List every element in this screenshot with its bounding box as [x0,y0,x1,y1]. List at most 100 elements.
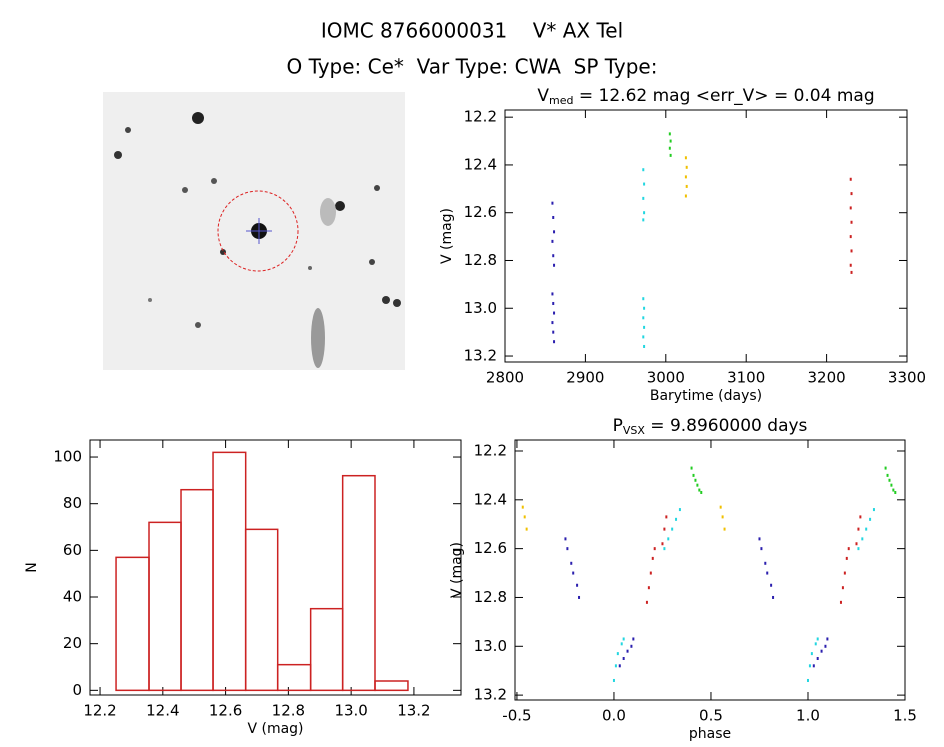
data-point [663,547,666,551]
data-point [816,656,819,660]
data-point [620,642,623,646]
title-part: VSX [623,424,646,437]
data-point [566,547,569,551]
data-point [642,335,645,339]
data-point [849,206,852,210]
data-point [812,664,815,668]
data-point [758,537,761,541]
data-point [766,571,769,575]
histogram-bar [244,528,279,692]
data-point [645,600,648,604]
data-point [553,311,556,315]
data-point [869,517,872,521]
histogram-bar [180,488,214,692]
y-axis-label: V (mag) [449,542,465,598]
data-point [886,473,889,477]
data-point [855,542,858,546]
y-tick-label: 0 [72,681,82,699]
x-tick-label: 13.0 [334,702,367,720]
x-tick-label: 0.5 [699,707,723,725]
data-point [642,218,645,222]
data-point [764,561,767,565]
y-axis-label: N [24,562,40,572]
data-point [578,595,581,599]
y-tick-label: 12.8 [474,588,507,606]
data-point [816,637,819,641]
data-point [772,595,775,599]
data-point [843,571,846,575]
page-subtitle: O Type: Ce* Var Type: CWA SP Type: [287,55,658,79]
data-point [665,515,668,519]
data-point [892,488,895,492]
data-point [850,192,853,196]
data-point [675,517,678,521]
histogram-bar [276,663,312,692]
data-point [669,139,672,143]
x-tick-label: 2900 [566,369,604,387]
title-part: = 9.8960000 days [645,416,808,436]
data-point [653,547,656,551]
y-tick-label: 13.2 [464,347,497,365]
data-point [642,168,645,172]
data-point [700,490,703,494]
x-tick-label: 3100 [727,369,765,387]
data-point [643,182,646,186]
data-point [553,230,556,234]
data-point [552,254,555,258]
page-title: IOMC 8766000031 V* AX Tel [321,19,623,43]
data-point [667,537,670,541]
data-point [698,488,701,492]
data-point [626,649,629,653]
data-point [630,644,633,648]
data-point [551,292,554,296]
x-tick-label: 3300 [888,369,926,387]
data-point [859,515,862,519]
data-point [525,527,528,531]
histogram-bar [309,607,344,692]
histogram-bar [341,474,376,692]
data-point [826,637,829,641]
data-point [612,678,615,682]
x-tick-label: 1.0 [796,707,820,725]
chart-title: Vmed = 12.62 mag <err_V> = 0.04 mag [537,86,874,107]
data-point [551,201,554,205]
data-point [668,146,671,150]
data-point [643,344,646,348]
data-point [643,211,646,215]
data-point [642,316,645,320]
data-point [685,165,688,169]
title-part: V [537,86,549,106]
data-point [847,547,850,551]
plot-frame [504,109,908,363]
y-tick-label: 60 [63,541,82,559]
data-point [647,586,650,590]
data-point [523,515,526,519]
x-tick-label: 2800 [486,369,524,387]
data-point [684,156,687,160]
data-point [551,239,554,243]
data-point [888,478,891,482]
data-point [850,249,853,253]
data-point [521,505,524,509]
y-tick-label: 12.4 [474,490,507,508]
data-point [552,215,555,219]
data-point [690,466,693,470]
y-tick-label: 12.2 [464,108,497,126]
star-field-image [103,92,405,370]
data-point [890,483,893,487]
data-point [632,637,635,641]
data-point [614,664,617,668]
data-point [696,483,699,487]
data-point [570,561,573,565]
y-tick-label: 100 [53,448,82,466]
y-tick-label: 20 [63,634,82,652]
data-point [552,301,555,305]
data-point [553,340,556,344]
data-point [643,325,646,329]
data-point [760,547,763,551]
x-tick-label: 0.0 [602,707,626,725]
data-point [845,556,848,560]
x-tick-label: 12.4 [146,702,179,720]
data-point [814,642,817,646]
data-point [723,527,726,531]
